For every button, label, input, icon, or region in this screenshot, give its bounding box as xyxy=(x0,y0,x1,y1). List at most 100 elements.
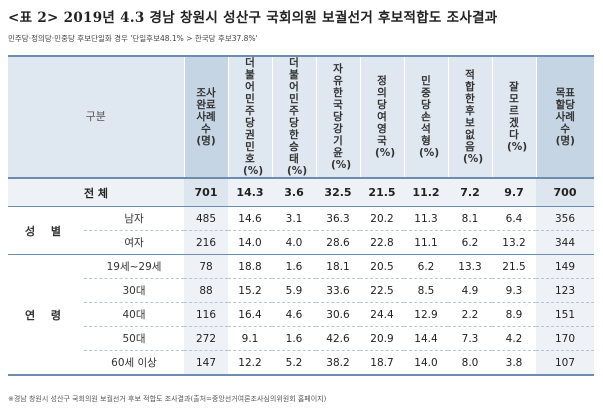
table-row: 여자 216 14.0 4.0 28.6 22.8 11.1 6.2 13.2 … xyxy=(8,230,594,255)
table-cell: 13.2 xyxy=(492,230,536,255)
table-cell: 9.3 xyxy=(492,278,536,303)
table-cell: 18.7 xyxy=(360,350,404,376)
table-cell: 3.1 xyxy=(272,206,316,231)
table-cell: 3.8 xyxy=(492,350,536,376)
table-row: 60세 이상 147 12.2 5.2 38.2 18.7 14.0 8.0 3… xyxy=(8,350,594,376)
table-cell: 14.6 xyxy=(228,206,272,231)
table-cell: 16.4 xyxy=(228,302,272,327)
table-cell: 4.9 xyxy=(448,278,492,303)
table-cell: 21.5 xyxy=(492,254,536,279)
header-kwon-minho: 더불어민주당권민호(%) xyxy=(227,55,272,179)
table-cell: 116 xyxy=(184,302,228,327)
table-row: 50대 272 9.1 1.6 42.6 20.9 14.4 7.3 4.2 1… xyxy=(8,326,594,351)
table-cell: 38.2 xyxy=(316,350,360,376)
table-cell: 14.0 xyxy=(404,350,448,376)
table-cell: 4.0 xyxy=(272,230,316,255)
table-cell: 6.4 xyxy=(492,206,536,231)
table-cell: 21.5 xyxy=(360,178,404,207)
table-cell: 8.1 xyxy=(448,206,492,231)
table-cell: 7.2 xyxy=(448,178,492,207)
table-cell: 700 xyxy=(536,178,594,207)
table-cell: 30.6 xyxy=(316,302,360,327)
table-cell: 9.1 xyxy=(228,326,272,351)
table-cell: 701 xyxy=(184,178,228,207)
header-sample-size: 조사완료사례수(명) xyxy=(183,55,228,179)
header-kang-giyun: 자유한국당강기윤(%) xyxy=(315,55,360,179)
table-cell: 12.2 xyxy=(228,350,272,376)
table-cell: 20.2 xyxy=(360,206,404,231)
table-cell: 14.4 xyxy=(404,326,448,351)
table-cell: 344 xyxy=(536,230,594,255)
group-label-age: 연 령 xyxy=(8,254,84,376)
table-cell: 11.1 xyxy=(404,230,448,255)
header-yeo-youngkuk: 정의당여영국(%) xyxy=(359,55,404,179)
table-cell: 8.5 xyxy=(404,278,448,303)
source-footnote: ※경남 창원시 성산구 국회의원 보궐선거 후보 적합도 조사결과(출처=중앙선… xyxy=(8,395,327,403)
table-cell: 149 xyxy=(536,254,594,279)
table-cell: 28.6 xyxy=(316,230,360,255)
table-cell: 18.1 xyxy=(316,254,360,279)
table-cell: 14.0 xyxy=(228,230,272,255)
total-row: 전 체 701 14.3 3.6 32.5 21.5 11.2 7.2 9.7 … xyxy=(8,178,594,207)
table-cell: 1.6 xyxy=(272,326,316,351)
group-label-gender: 성 별 xyxy=(8,206,84,255)
header-target-sample: 목표할당사례수(명) xyxy=(535,55,594,179)
table-cell: 22.8 xyxy=(360,230,404,255)
table-cell: 36.3 xyxy=(316,206,360,231)
table-cell: 8.9 xyxy=(492,302,536,327)
row-label: 남자 xyxy=(84,206,184,231)
table-cell: 216 xyxy=(184,230,228,255)
table-cell: 151 xyxy=(536,302,594,327)
header-gubun: 구분 xyxy=(8,55,184,179)
table-cell: 32.5 xyxy=(316,178,360,207)
table-cell: 4.2 xyxy=(492,326,536,351)
table-cell: 42.6 xyxy=(316,326,360,351)
survey-results-table: 구분 조사완료사례수(명) 더불어민주당권민호(%) 더불어민주당한승태(%) … xyxy=(8,55,594,376)
table-cell: 14.3 xyxy=(228,178,272,207)
table-cell: 20.5 xyxy=(360,254,404,279)
row-label: 19세~29세 xyxy=(84,254,184,279)
table-cell: 8.0 xyxy=(448,350,492,376)
table-cell: 33.6 xyxy=(316,278,360,303)
header-han-seungtae: 더불어민주당한승태(%) xyxy=(271,55,316,179)
table-cell: 485 xyxy=(184,206,228,231)
table-cell: 15.2 xyxy=(228,278,272,303)
table-row: 40대 116 16.4 4.6 30.6 24.4 12.9 2.2 8.9 … xyxy=(8,302,594,327)
table-cell: 11.3 xyxy=(404,206,448,231)
table-cell: 6.2 xyxy=(404,254,448,279)
table-cell: 5.2 xyxy=(272,350,316,376)
table-cell: 18.8 xyxy=(228,254,272,279)
total-label: 전 체 xyxy=(8,178,184,207)
table-cell: 5.9 xyxy=(272,278,316,303)
table-title: <표 2> 2019년 4.3 경남 창원시 성산구 국회의원 보궐선거 후보적… xyxy=(8,10,498,26)
table-cell: 12.9 xyxy=(404,302,448,327)
row-label: 여자 xyxy=(84,230,184,255)
table-cell: 107 xyxy=(536,350,594,376)
table-cell: 11.2 xyxy=(404,178,448,207)
table-cell: 1.6 xyxy=(272,254,316,279)
row-label: 30대 xyxy=(84,278,184,303)
table-cell: 24.4 xyxy=(360,302,404,327)
table-cell: 78 xyxy=(184,254,228,279)
table-cell: 272 xyxy=(184,326,228,351)
header-no-candidate: 적합한후보없음(%) xyxy=(447,55,492,179)
table-cell: 170 xyxy=(536,326,594,351)
table-cell: 22.5 xyxy=(360,278,404,303)
table-row: 연 령 19세~29세 78 18.8 1.6 18.1 20.5 6.2 13… xyxy=(8,254,594,376)
table-cell: 4.6 xyxy=(272,302,316,327)
table-cell: 9.7 xyxy=(492,178,536,207)
header-son-seokhyung: 민중당손석형(%) xyxy=(403,55,448,179)
table-cell: 20.9 xyxy=(360,326,404,351)
table-cell: 3.6 xyxy=(272,178,316,207)
row-label: 60세 이상 xyxy=(84,350,184,376)
table-row: 성 별 남자 485 14.6 3.1 36.3 20.2 11.3 8.1 6… xyxy=(8,206,594,255)
table-subtitle: 민주당·정의당·민중당 후보단일화 경우 '단일후보48.1% > 한국당 후보… xyxy=(8,34,258,43)
table-cell: 13.3 xyxy=(448,254,492,279)
header-row: 구분 조사완료사례수(명) 더불어민주당권민호(%) 더불어민주당한승태(%) … xyxy=(8,55,594,179)
table-cell: 356 xyxy=(536,206,594,231)
table-cell: 6.2 xyxy=(448,230,492,255)
table-row: 30대 88 15.2 5.9 33.6 22.5 8.5 4.9 9.3 12… xyxy=(8,278,594,303)
table-cell: 147 xyxy=(184,350,228,376)
header-dont-know: 잘모르겠다(%) xyxy=(491,55,536,179)
table-cell: 7.3 xyxy=(448,326,492,351)
